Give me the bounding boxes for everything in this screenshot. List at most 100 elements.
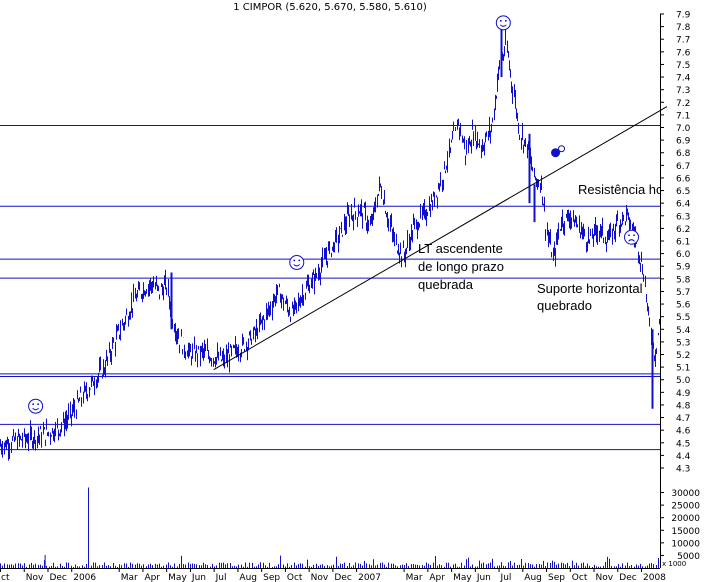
- volume-unit-label: x 1000: [662, 560, 686, 568]
- annotation-resistance: Resistência ho: [578, 182, 660, 197]
- marker-eye: [298, 259, 301, 262]
- time-tick-label: 2007: [358, 573, 381, 582]
- price-tick-label: 7.7: [676, 36, 690, 46]
- marker-eye: [293, 259, 296, 262]
- volume-bars: [0, 487, 661, 569]
- price-tick-label: 4.3: [676, 465, 690, 475]
- time-tick-label: Jul: [500, 573, 512, 582]
- marker-eye: [32, 403, 35, 406]
- marker-face: [289, 254, 305, 270]
- annotation-support-2: quebrado: [537, 298, 592, 313]
- marker-eye: [633, 234, 635, 237]
- price-tick-label: 6.3: [676, 212, 690, 222]
- marker-mouth: [499, 24, 507, 27]
- time-tick-label: Dec: [619, 573, 636, 582]
- time-tick-label: 2006: [73, 573, 96, 582]
- price-tick-label: 7.3: [676, 86, 690, 96]
- time-tick-label: Nov: [26, 573, 44, 582]
- price-tick-label: 5.7: [676, 288, 690, 298]
- price-axis: 4.3 4.4 4.5 4.6 4.7 4.8 4.9 5.0 5.1 5.2 5.3 5.4 5.5 5…: [660, 11, 691, 568]
- chart-markers: [28, 15, 640, 414]
- price-tick-label: 4.6: [676, 427, 691, 437]
- marker-smiley-icon: [289, 254, 305, 270]
- marker-dot: [551, 148, 561, 158]
- marker-smiley-icon: [28, 398, 44, 414]
- time-tick-label: Oct: [287, 573, 303, 582]
- marker-face: [624, 229, 640, 245]
- price-tick-label: 6.9: [676, 137, 691, 147]
- marker-eye: [37, 403, 40, 406]
- price-tick-label: 6.6: [676, 174, 691, 184]
- volume-tick-label: 15000: [671, 527, 700, 537]
- marker-frown-icon: [624, 229, 640, 245]
- time-tick-label: Jun: [191, 573, 206, 582]
- price-tick-label: 4.4: [676, 452, 691, 462]
- price-tick-label: 7.4: [676, 74, 691, 84]
- price-tick-label: 7.0: [676, 124, 691, 134]
- marker-face: [28, 398, 44, 414]
- time-tick-label: Jun: [476, 573, 491, 582]
- price-tick-label: 7.2: [676, 99, 690, 109]
- price-tick-label: 4.5: [676, 439, 690, 449]
- trendline-group: [213, 106, 668, 371]
- price-tick-label: 5.0: [676, 376, 691, 386]
- marker-eye: [504, 19, 507, 22]
- marker-eye: [628, 234, 630, 237]
- price-tick-label: 7.5: [676, 61, 690, 71]
- time-tick-label: 2008: [643, 573, 666, 582]
- marker-top-icon: [495, 15, 511, 31]
- price-bars: [0, 26, 661, 461]
- time-tick-label: Aug: [524, 573, 542, 582]
- annotation-trendline-2: de longo prazo: [418, 259, 505, 274]
- time-tick-label: Mar: [121, 573, 138, 582]
- volume-tick-label: 10000: [671, 539, 700, 549]
- time-tick-label: Sep: [548, 573, 565, 582]
- price-tick-label: 5.4: [676, 326, 691, 336]
- marker-dot-icon: [551, 145, 566, 158]
- price-tick-label: 6.8: [676, 149, 691, 159]
- price-tick-label: 7.8: [676, 23, 691, 33]
- marker-eye: [499, 19, 502, 22]
- time-tick-label: Jul: [215, 573, 227, 582]
- annotation-trendline-1: LT ascendente: [418, 241, 503, 256]
- price-tick-label: 5.5: [676, 313, 690, 323]
- price-tick-label: 5.9: [676, 263, 691, 273]
- annotation-trendline-3: quebrada: [418, 277, 473, 292]
- price-tick-label: 4.8: [676, 401, 691, 411]
- marker-face: [495, 15, 511, 31]
- price-tick-label: 4.7: [676, 414, 690, 424]
- time-tick-label: Aug: [239, 573, 257, 582]
- price-tick-label: 6.0: [676, 250, 691, 260]
- support-resistance-lines: [0, 124, 660, 451]
- volume-axis: 5000 10000 15000 20000 25000 30000 x 1000: [660, 489, 700, 568]
- volume-tick-label: 30000: [671, 489, 700, 499]
- price-tick-label: 6.4: [676, 200, 691, 210]
- ascending-trendline: [213, 106, 668, 371]
- price-tick-label: 7.6: [676, 48, 691, 58]
- time-tick-label: Dec: [334, 573, 351, 582]
- price-tick-label: 7.9: [676, 11, 691, 21]
- volume-tick-label: 20000: [671, 514, 700, 524]
- time-axis: ct Nov Dec 2006 Mar Apr May Jun Jul Aug Sep Oct Nov D…: [0, 568, 666, 582]
- time-tick-label: Sep: [263, 573, 280, 582]
- time-tick-label: Nov: [596, 573, 614, 582]
- time-tick-label: May: [453, 573, 472, 582]
- price-tick-label: 5.8: [676, 275, 691, 285]
- price-tick-label: 5.1: [676, 364, 690, 374]
- time-tick-label: ct: [1, 573, 10, 582]
- price-tick-label: 5.2: [676, 351, 690, 361]
- volume-tick-label: 5000: [677, 552, 700, 562]
- marker-mouth: [32, 407, 39, 411]
- price-tick-label: 6.7: [676, 162, 690, 172]
- price-tick-label: 6.1: [676, 238, 690, 248]
- time-tick-label: Apr: [144, 573, 160, 582]
- price-tick-label: 6.5: [676, 187, 690, 197]
- annotation-support-1: Suporte horizontal: [537, 281, 643, 296]
- time-tick-label: Mar: [406, 573, 423, 582]
- marker-mouth: [628, 239, 635, 242]
- volume-tick-label: 25000: [671, 502, 700, 512]
- price-tick-label: 4.9: [676, 389, 691, 399]
- time-tick-label: Oct: [572, 573, 588, 582]
- time-tick-label: Apr: [429, 573, 445, 582]
